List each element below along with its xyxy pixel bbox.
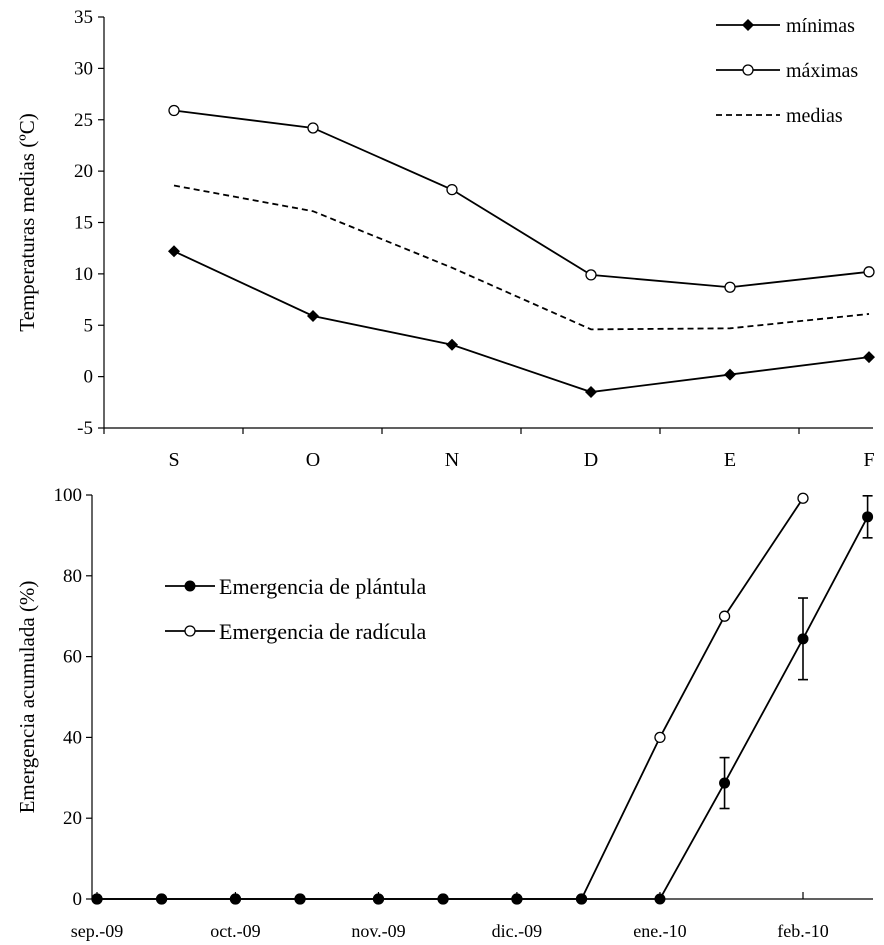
data-point [654,731,666,744]
y-axis-title: Emergencia acumulada (%) [15,581,39,814]
data-point [719,777,731,789]
data-point [229,893,241,905]
data-point [446,338,458,351]
x-tick-label: nov.-09 [351,921,405,941]
legend-label: Emergencia de radícula [219,619,426,644]
data-point [307,310,319,323]
data-point [307,122,319,134]
legend-label: mínimas [786,15,855,37]
x-tick-label: dic.-09 [492,921,542,941]
data-point [724,281,736,293]
data-point [372,893,384,905]
series-line [97,516,869,900]
y-tick-label: 30 [74,58,93,79]
y-tick-label: 0 [73,889,83,910]
y-tick-label: 100 [54,485,83,506]
series-line [97,497,804,900]
data-point [168,245,180,258]
legend-marker [742,64,754,76]
x-tick-label: F [863,449,874,471]
y-tick-label: 35 [74,7,93,28]
data-point [511,893,523,905]
legend-label: medias [786,105,843,127]
data-point [156,893,168,905]
emergence-chart: 0 20 40 60 80 100 sep.-09 oct.-09 nov.-09 dic.-09… [15,485,874,941]
x-tick-label: S [168,449,179,471]
y-tick-label: 25 [74,110,93,131]
y-tick-label: 80 [63,566,82,587]
data-point [797,492,809,504]
x-tick-label: ene.-10 [633,921,686,941]
legend-marker [742,19,754,31]
data-point [437,893,449,905]
temperature-chart: -5 0 5 10 15 20 25 30 35 S O N D E F Temperaturas media… [15,7,875,471]
y-tick-label: 15 [74,213,93,234]
x-tick-label: O [306,449,320,471]
y-tick-label: 0 [84,367,94,388]
y-tick-label: 10 [74,264,93,285]
data-point [576,893,588,905]
x-tick-label: sep.-09 [71,921,124,941]
data-point [863,266,875,278]
y-tick-label: 60 [63,647,82,668]
x-tick-label: feb.-10 [777,921,828,941]
data-point [446,183,458,196]
y-tick-label: 5 [84,315,94,336]
legend-marker [184,580,196,592]
y-tick-label: 20 [63,808,82,829]
x-tick-label: oct.-09 [210,921,260,941]
legend-marker [184,625,196,637]
series-line [173,109,870,289]
y-tick-label: 20 [74,161,93,182]
series-line [173,250,870,393]
data-point [585,386,597,399]
data-point [168,104,180,117]
y-tick-label: 40 [63,727,82,748]
data-point [718,610,731,622]
data-point [797,633,809,645]
y-tick-label: -5 [77,418,93,439]
y-axis-title: Temperaturas medias (ºC) [15,113,39,331]
legend-label: máximas [786,60,858,82]
data-point [585,269,597,281]
x-tick-label: D [584,449,598,471]
x-tick-label: N [445,449,459,471]
data-point [862,511,874,523]
data-point [863,351,875,364]
data-point [91,893,103,905]
series-line [173,184,870,331]
data-point [724,368,736,381]
x-tick-label: E [724,449,736,471]
legend-label: Emergencia de plántula [219,574,427,599]
data-point [654,893,666,905]
data-point [294,893,306,905]
